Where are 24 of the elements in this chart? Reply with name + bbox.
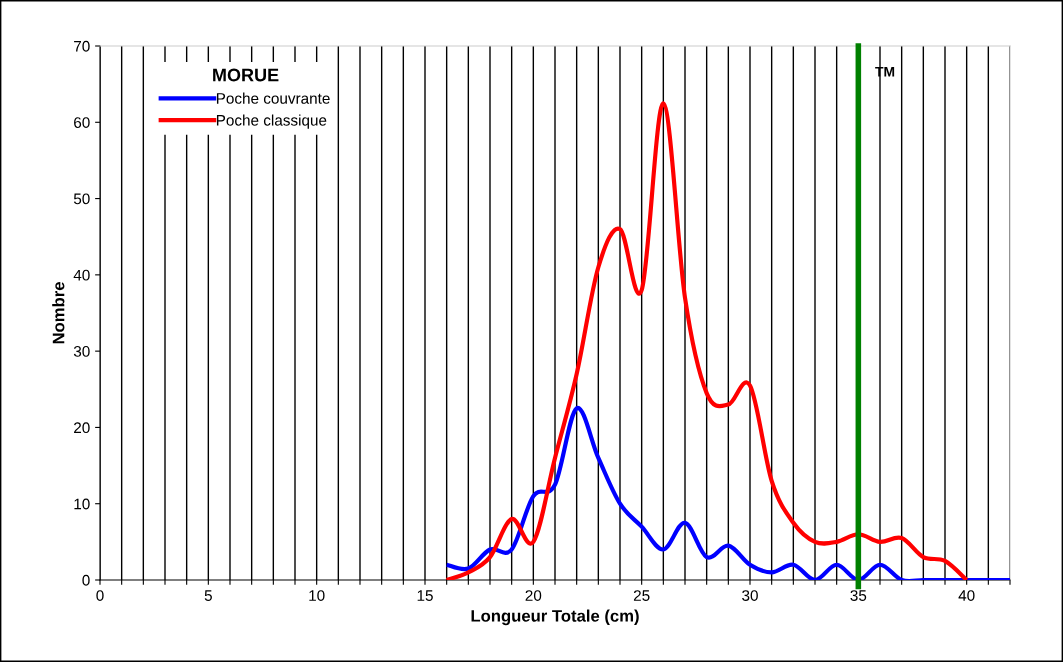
x-tick-label: 40 — [958, 590, 975, 601]
x-axis-title: Longueur Totale (cm) — [471, 609, 639, 626]
line-series — [444, 406, 1010, 580]
x-tick-label: 0 — [96, 590, 104, 601]
y-tick-label: 60 — [74, 117, 90, 128]
x-tick-label: 10 — [309, 590, 325, 601]
x-tick-label: 25 — [633, 590, 650, 601]
x-tick-label: 35 — [850, 590, 867, 601]
legend-title: MORUE — [213, 68, 279, 82]
y-tick-label: 20 — [74, 422, 90, 434]
y-tick-label: 10 — [74, 498, 90, 510]
y-tick-label: 70 — [74, 40, 90, 52]
legend-label: Poche classique — [216, 114, 327, 129]
legend-label: Poche couvrante — [216, 92, 330, 104]
x-tick-label: 30 — [742, 590, 758, 601]
x-tick-label: 5 — [204, 590, 212, 601]
y-tick-label: 40 — [73, 269, 90, 281]
x-tick-label: 20 — [525, 590, 542, 601]
x-tick-label: 15 — [417, 590, 433, 601]
y-axis-title: Nombre — [52, 282, 65, 344]
line-series — [444, 101, 969, 580]
y-tick-label: 0 — [82, 574, 90, 586]
y-tick-label: 30 — [73, 346, 90, 357]
y-tick-label: 50 — [73, 193, 90, 205]
